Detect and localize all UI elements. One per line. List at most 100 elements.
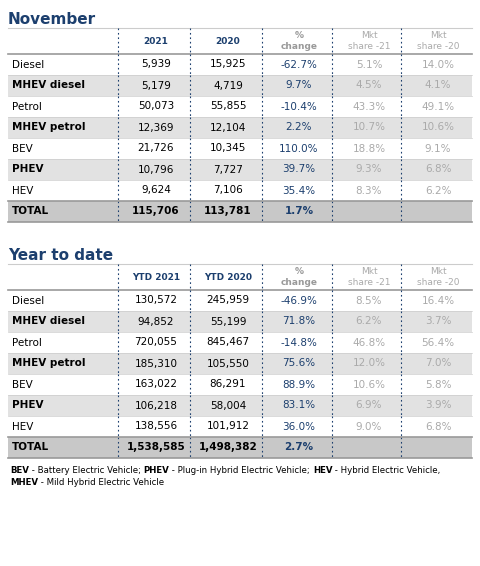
Text: 5.1%: 5.1%	[356, 59, 382, 70]
Text: MHEV: MHEV	[10, 478, 38, 487]
Text: 86,291: 86,291	[210, 379, 246, 389]
Text: 10.6%: 10.6%	[352, 379, 385, 389]
Text: -62.7%: -62.7%	[281, 59, 317, 70]
Text: Petrol: Petrol	[12, 101, 42, 112]
Text: - Battery Electric Vehicle;: - Battery Electric Vehicle;	[29, 466, 144, 475]
Text: 2.7%: 2.7%	[285, 443, 313, 452]
Text: Year to date: Year to date	[8, 248, 113, 263]
Text: 245,959: 245,959	[206, 295, 250, 306]
Text: 3.7%: 3.7%	[425, 316, 451, 327]
Text: Diesel: Diesel	[12, 295, 44, 306]
Text: 49.1%: 49.1%	[421, 101, 455, 112]
Text: Mkt
share -20: Mkt share -20	[417, 31, 459, 51]
Text: 5,939: 5,939	[141, 59, 171, 70]
Text: BEV: BEV	[10, 466, 29, 475]
Text: 8.3%: 8.3%	[356, 186, 382, 195]
Text: - Plug-in Hybrid Electric Vehicle;: - Plug-in Hybrid Electric Vehicle;	[169, 466, 313, 475]
Text: 75.6%: 75.6%	[282, 358, 315, 368]
Bar	[8, 201, 472, 222]
Text: 2021: 2021	[144, 36, 168, 45]
Text: Mkt
share -21: Mkt share -21	[348, 31, 390, 51]
Text: -46.9%: -46.9%	[281, 295, 317, 306]
Text: PHEV: PHEV	[144, 466, 169, 475]
Text: 43.3%: 43.3%	[352, 101, 385, 112]
Text: YTD 2021: YTD 2021	[132, 272, 180, 281]
Text: 6.9%: 6.9%	[356, 401, 382, 410]
Text: 1,538,585: 1,538,585	[127, 443, 185, 452]
Text: 46.8%: 46.8%	[352, 337, 385, 348]
Text: 35.4%: 35.4%	[282, 186, 315, 195]
Text: 71.8%: 71.8%	[282, 316, 315, 327]
Text: 39.7%: 39.7%	[282, 165, 315, 174]
Text: 7,106: 7,106	[213, 186, 243, 195]
Text: Diesel: Diesel	[12, 59, 44, 70]
Text: 138,556: 138,556	[134, 422, 178, 431]
Text: 12,104: 12,104	[210, 122, 246, 132]
Text: 83.1%: 83.1%	[282, 401, 315, 410]
Text: 10.7%: 10.7%	[352, 122, 385, 132]
Text: 3.9%: 3.9%	[425, 401, 451, 410]
Text: 7.0%: 7.0%	[425, 358, 451, 368]
Bar	[8, 353, 472, 374]
Text: 4.5%: 4.5%	[356, 80, 382, 91]
Text: %
change: % change	[280, 31, 317, 51]
Text: - Mild Hybrid Electric Vehicle: - Mild Hybrid Electric Vehicle	[38, 478, 164, 487]
Text: 185,310: 185,310	[134, 358, 178, 368]
Text: 130,572: 130,572	[134, 295, 178, 306]
Text: BEV: BEV	[12, 144, 33, 153]
Text: November: November	[8, 12, 96, 27]
Text: BEV: BEV	[12, 379, 33, 389]
Text: 9.7%: 9.7%	[286, 80, 312, 91]
Text: 2.2%: 2.2%	[286, 122, 312, 132]
Text: 9,624: 9,624	[141, 186, 171, 195]
Text: HEV: HEV	[313, 466, 332, 475]
Text: 8.5%: 8.5%	[356, 295, 382, 306]
Text: Mkt
share -21: Mkt share -21	[348, 267, 390, 287]
Text: 9.1%: 9.1%	[425, 144, 451, 153]
Text: TOTAL: TOTAL	[12, 207, 49, 217]
Text: 14.0%: 14.0%	[421, 59, 455, 70]
Text: MHEV petrol: MHEV petrol	[12, 122, 85, 132]
Text: MHEV diesel: MHEV diesel	[12, 80, 85, 91]
Text: 58,004: 58,004	[210, 401, 246, 410]
Bar	[8, 117, 472, 138]
Bar	[8, 437, 472, 458]
Text: 9.0%: 9.0%	[356, 422, 382, 431]
Bar	[8, 374, 472, 395]
Text: 88.9%: 88.9%	[282, 379, 315, 389]
Text: 4.1%: 4.1%	[425, 80, 451, 91]
Text: 12.0%: 12.0%	[352, 358, 385, 368]
Text: 10,345: 10,345	[210, 144, 246, 153]
Text: 10.6%: 10.6%	[421, 122, 455, 132]
Text: %
change: % change	[280, 267, 317, 287]
Text: MHEV petrol: MHEV petrol	[12, 358, 85, 368]
Text: 50,073: 50,073	[138, 101, 174, 112]
Text: 12,369: 12,369	[138, 122, 174, 132]
Text: 18.8%: 18.8%	[352, 144, 385, 153]
Bar	[8, 96, 472, 117]
Text: 113,781: 113,781	[204, 207, 252, 217]
Text: 106,218: 106,218	[134, 401, 178, 410]
Text: PHEV: PHEV	[12, 165, 44, 174]
Text: 15,925: 15,925	[210, 59, 246, 70]
Bar	[8, 332, 472, 353]
Text: -14.8%: -14.8%	[281, 337, 317, 348]
Text: 5,179: 5,179	[141, 80, 171, 91]
Text: 10,796: 10,796	[138, 165, 174, 174]
Text: 36.0%: 36.0%	[283, 422, 315, 431]
Bar	[8, 290, 472, 311]
Text: 94,852: 94,852	[138, 316, 174, 327]
Text: 55,855: 55,855	[210, 101, 246, 112]
Text: HEV: HEV	[12, 186, 34, 195]
Text: 4,719: 4,719	[213, 80, 243, 91]
Text: Mkt
share -20: Mkt share -20	[417, 267, 459, 287]
Text: 720,055: 720,055	[134, 337, 178, 348]
Text: 56.4%: 56.4%	[421, 337, 455, 348]
Text: -10.4%: -10.4%	[281, 101, 317, 112]
Text: 2020: 2020	[216, 36, 240, 45]
Text: 6.8%: 6.8%	[425, 422, 451, 431]
Text: 1.7%: 1.7%	[285, 207, 313, 217]
Text: 6.8%: 6.8%	[425, 165, 451, 174]
Text: 101,912: 101,912	[206, 422, 250, 431]
Text: 110.0%: 110.0%	[279, 144, 319, 153]
